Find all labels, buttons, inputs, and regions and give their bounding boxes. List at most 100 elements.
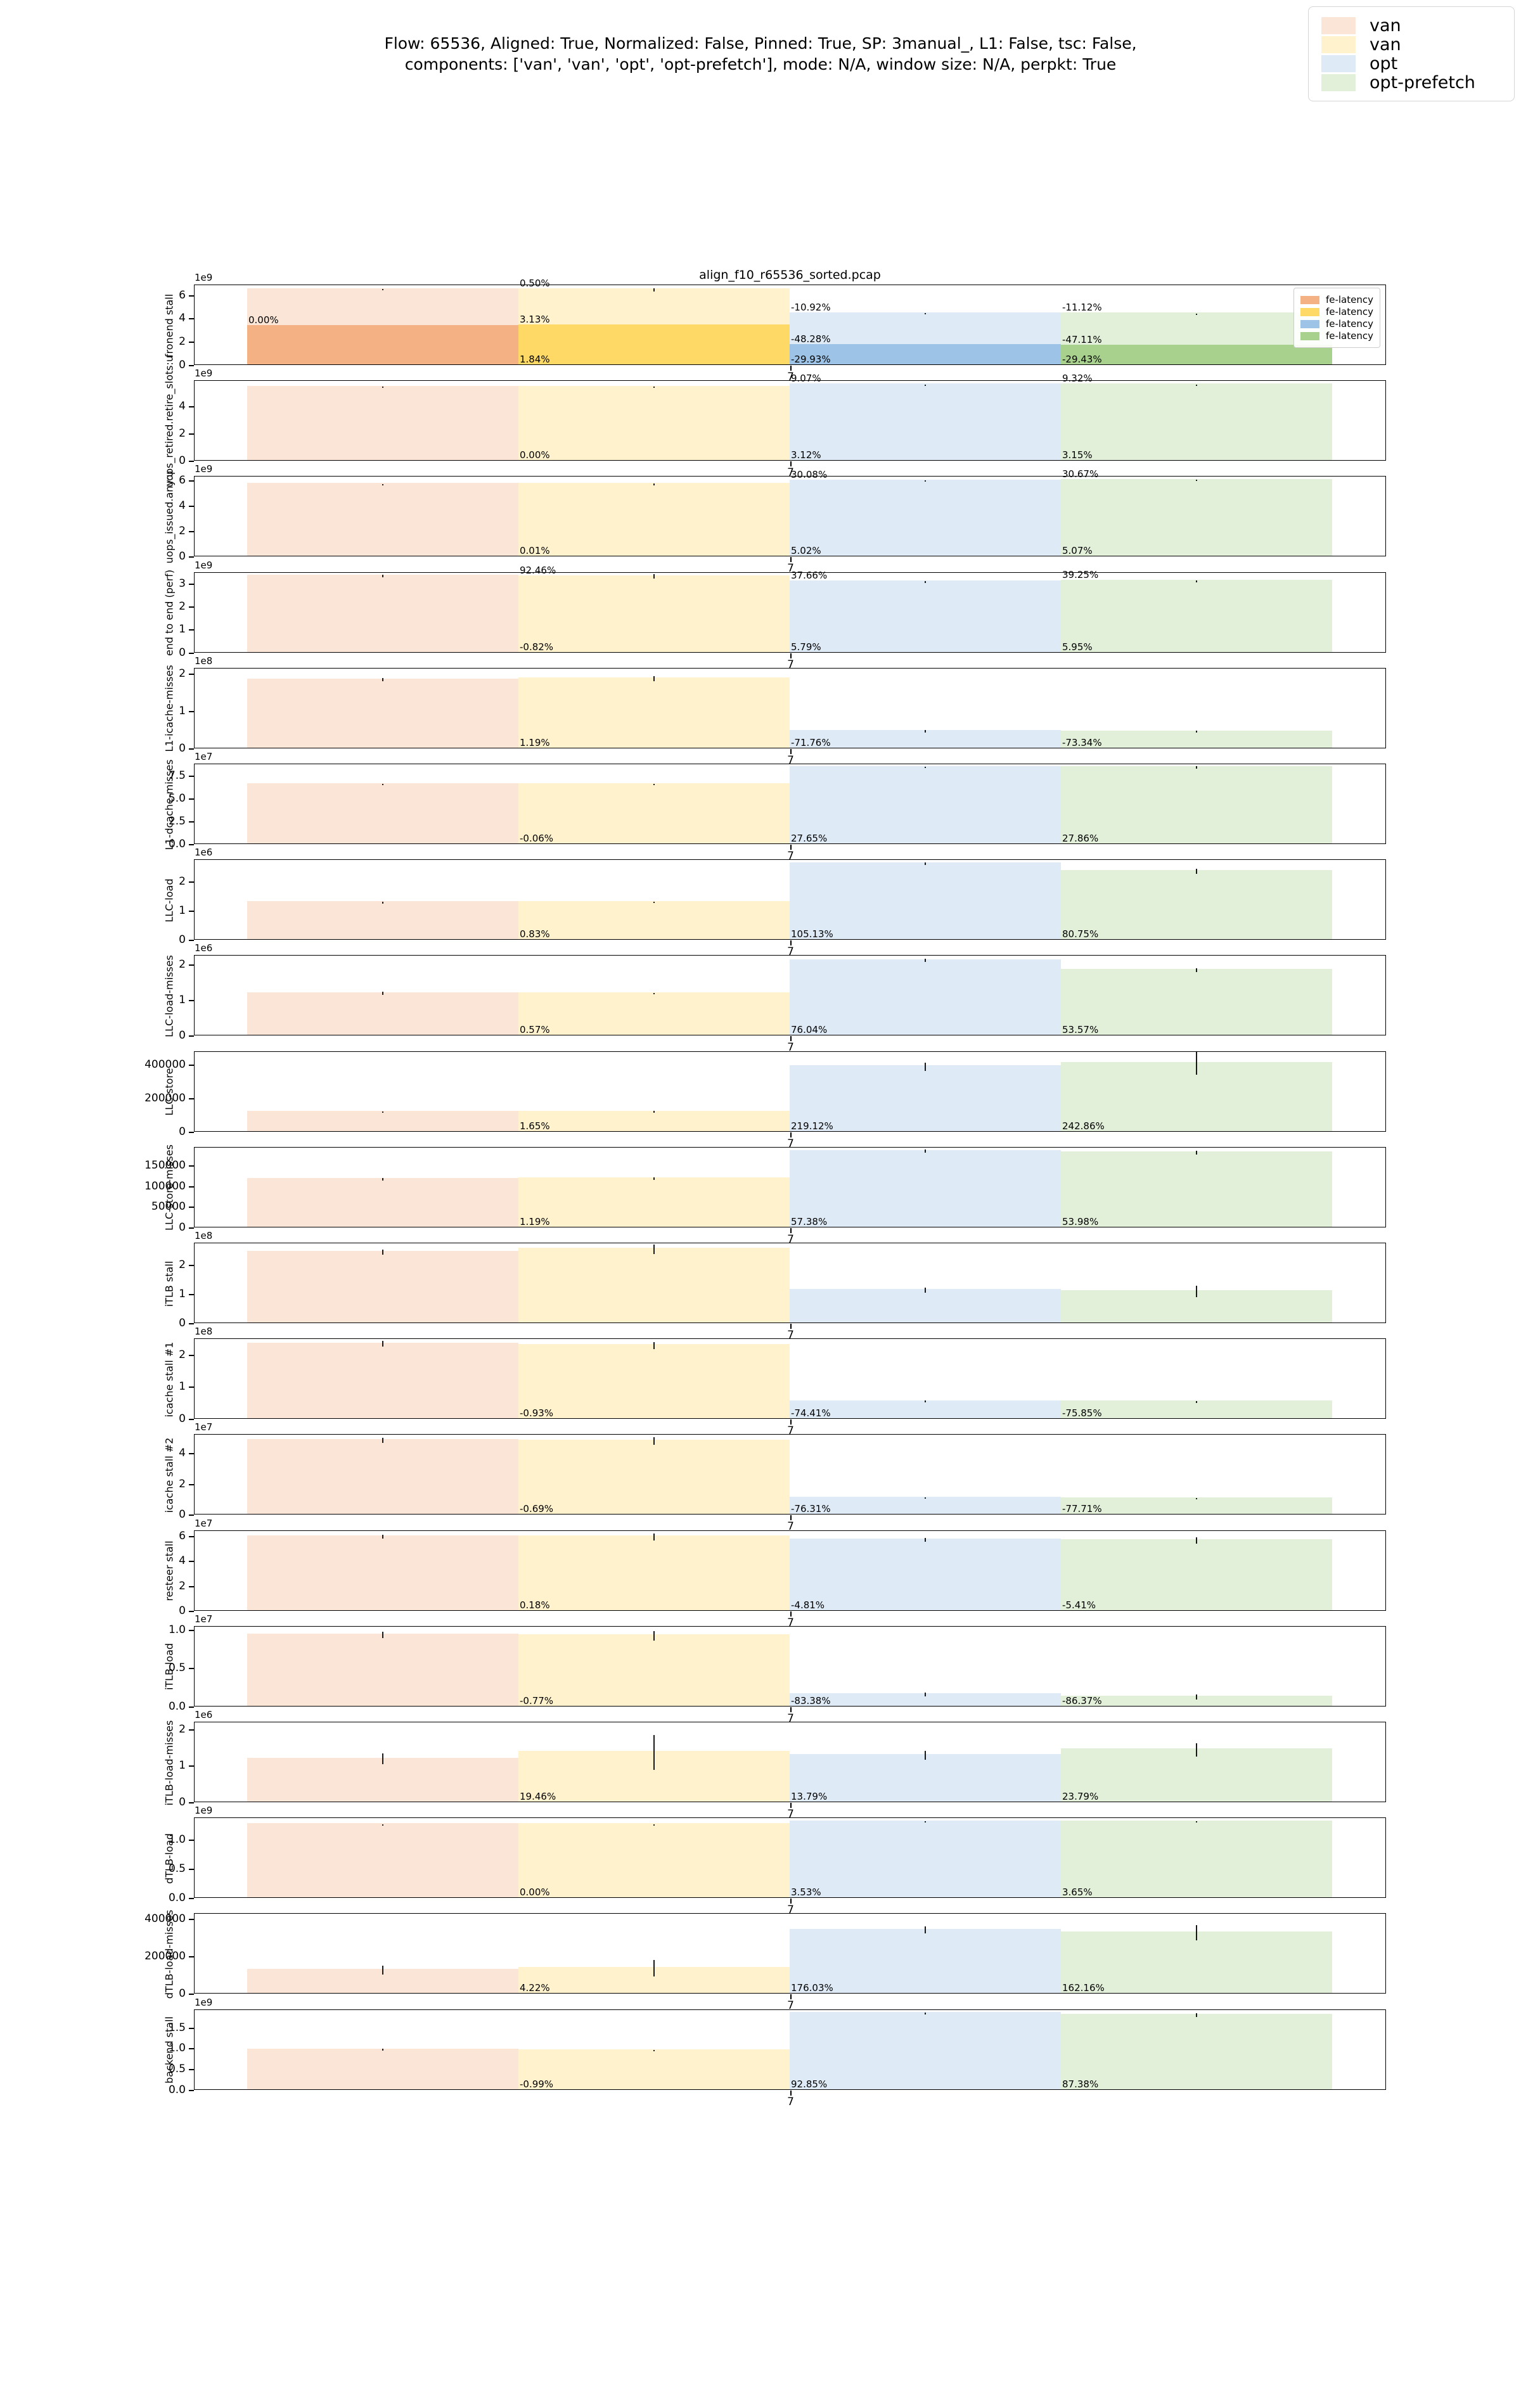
bar: [247, 575, 518, 652]
x-tick-label: 7: [787, 466, 794, 480]
bar-mean: [518, 324, 790, 364]
y-tick: [189, 1098, 194, 1099]
bar: [247, 1438, 518, 1515]
annotation: 5.95%: [1062, 641, 1093, 653]
annotation: -73.34%: [1062, 736, 1102, 748]
y-axis-label: fronend stall: [163, 293, 176, 357]
annotation: -0.77%: [520, 1694, 554, 1707]
y-axis-label: iTLB-load-misses: [163, 1720, 176, 1805]
error-bar: [653, 993, 655, 995]
y-tick: [189, 2048, 194, 2050]
bar: [790, 862, 1061, 940]
y-tick: [189, 433, 194, 435]
error-bar: [382, 677, 383, 682]
y-tick-label: 100000: [144, 1179, 186, 1193]
bar: [1061, 479, 1332, 556]
bar: [790, 1821, 1061, 1898]
y-tick-label: 0.5: [168, 1862, 186, 1876]
bar: [518, 1634, 790, 1706]
subplot: 0.57% 76.04% 53.57% 0 1 2 1e6 LLC-load-misses 7: [164, 944, 1386, 1053]
x-tick-label: 7: [787, 1808, 794, 1821]
subplot: 4.22% 176.03% 162.16% 0 200000 400000 dTLB-loa…: [144, 1910, 1386, 2011]
error-bar: [1196, 1821, 1197, 1823]
error-bar: [925, 729, 926, 733]
y-axis-label: uops_retired.retire_slots:u: [163, 355, 176, 487]
bar: [1061, 1497, 1332, 1515]
error-bar: [925, 1926, 926, 1934]
bar: [247, 1177, 518, 1227]
bar: [247, 2048, 518, 2089]
bar: [1061, 1539, 1332, 1610]
bar: [518, 901, 790, 940]
annotation: 37.66%: [791, 570, 828, 582]
x-tick-label: 7: [787, 1999, 794, 2013]
error-bar: [382, 2049, 383, 2051]
error-bar: [653, 1824, 655, 1826]
y-tick: [189, 406, 194, 408]
bar: [790, 383, 1061, 461]
annotation: -47.11%: [1062, 333, 1102, 345]
y-tick: [189, 1131, 194, 1133]
y-axis-offset-label: 1e7: [195, 1421, 213, 1433]
x-tick-label: 7: [787, 1520, 794, 1534]
annotation: 19.46%: [520, 1791, 556, 1802]
annotation: 219.12%: [791, 1120, 833, 1132]
y-tick-label: 400000: [144, 1058, 186, 1071]
annotation: 0.00%: [248, 314, 279, 326]
y-tick-label: 4: [179, 499, 186, 513]
y-tick: [189, 881, 194, 883]
annotation: -71.76%: [791, 736, 831, 748]
bar: [790, 2012, 1061, 2089]
x-tick-label: 7: [787, 658, 794, 671]
subplot-title: align_f10_r65536_sorted.pcap: [699, 268, 881, 282]
figure-title-line2: components: ['van', 'van', 'opt', 'opt-p…: [404, 55, 1117, 74]
y-tick-label: 0.5: [168, 2063, 186, 2076]
y-axis-offset-label: 1e8: [195, 1326, 213, 1338]
annotation: -48.28%: [791, 333, 831, 345]
inner-legend-swatch: [1300, 319, 1319, 328]
error-bar: [925, 2012, 926, 2015]
error-bar: [382, 1177, 383, 1181]
error-bar: [382, 387, 383, 388]
y-axis-offset-label: 1e7: [195, 751, 213, 762]
y-tick-label: 1: [179, 623, 186, 636]
y-tick-label: 1: [179, 1759, 186, 1772]
x-tick: [790, 1515, 792, 1521]
y-tick: [189, 1536, 194, 1538]
bar: [247, 1634, 518, 1706]
annotation: 30.08%: [791, 468, 828, 480]
y-tick: [189, 798, 194, 800]
y-tick-label: 2: [179, 667, 186, 680]
legend-swatch: [1321, 74, 1356, 91]
y-tick-label: 1: [179, 993, 186, 1006]
bar: [518, 1110, 790, 1131]
y-tick: [189, 365, 194, 366]
annotation: 23.79%: [1062, 1791, 1099, 1802]
y-tick: [189, 710, 194, 712]
y-tick: [189, 1186, 194, 1188]
y-tick: [189, 1035, 194, 1037]
bar: [1061, 383, 1332, 461]
y-tick-label: 1.5: [168, 2021, 186, 2034]
annotation: 5.79%: [791, 641, 821, 653]
y-axis-offset-label: 1e9: [195, 1805, 213, 1817]
y-axis-label: LLC-load: [163, 878, 176, 923]
y-tick-label: 2: [179, 1579, 186, 1592]
bar: [518, 1177, 790, 1227]
bar: [790, 1928, 1061, 1994]
annotation: 27.86%: [1062, 833, 1099, 844]
x-tick-label: 7: [787, 850, 794, 862]
annotation: 5.07%: [1062, 545, 1093, 557]
annotation: -0.06%: [520, 833, 554, 844]
bar: [247, 1250, 518, 1322]
annotation: 105.13%: [791, 928, 833, 940]
x-tick-label: 7: [787, 562, 794, 575]
x-tick: [790, 557, 792, 563]
bar: [790, 580, 1061, 652]
error-bar: [1196, 968, 1197, 973]
error-bar: [382, 1341, 383, 1347]
y-axis-label: icache stall #1: [163, 1342, 176, 1418]
annotation: -29.93%: [791, 354, 831, 365]
y-tick: [189, 2069, 194, 2071]
annotation: 9.07%: [791, 373, 821, 385]
